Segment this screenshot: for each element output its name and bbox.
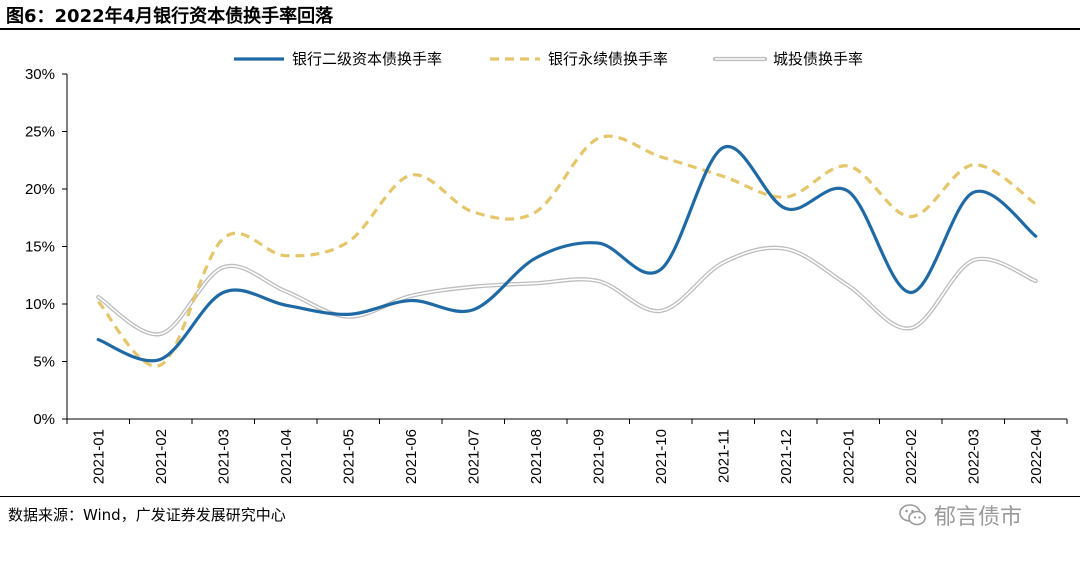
x-tick-label: 2021-11: [715, 429, 732, 483]
y-tick-label: 30%: [25, 66, 55, 83]
legend-item-1: 银行二级资本债换手率: [234, 50, 442, 68]
x-tick-label: 2021-05: [340, 429, 357, 484]
series-line: [97, 247, 1037, 335]
x-tick-label: 2021-01: [90, 429, 107, 484]
wechat-icon: [899, 504, 926, 526]
legend: 银行二级资本债换手率 银行永续债换手率 城投债换手率: [234, 50, 863, 68]
x-tick-label: 2021-06: [403, 429, 420, 484]
y-tick-label: 5%: [33, 354, 55, 371]
x-tick-label: 2021-08: [528, 429, 545, 484]
x-tick-label: 2022-03: [965, 429, 982, 484]
legend-label: 银行永续债换手率: [548, 50, 668, 68]
x-tick-label: 2022-01: [840, 429, 857, 484]
x-tick-label: 2022-02: [903, 429, 920, 484]
x-tick-label: 2021-04: [278, 429, 295, 484]
series-line: [97, 134, 1037, 368]
axes: 0% 5% 10% 15% 20% 25% 30% 2021-01 2021-02 2021-03…: [25, 66, 1068, 484]
legend-label: 城投债换手率: [773, 50, 863, 68]
x-tick-label: 2021-02: [153, 429, 170, 484]
x-tick-label: 2021-03: [215, 429, 232, 484]
series-1: [96, 144, 1038, 363]
y-tick-label: 20%: [25, 181, 55, 198]
series-3: [96, 245, 1038, 337]
legend-item-3: 城投债换手率: [712, 50, 863, 68]
legend-label: 银行二级资本债换手率: [292, 50, 442, 68]
series-line: [96, 144, 1038, 363]
title-divider: [0, 28, 1080, 30]
x-tick-label: 2022-04: [1028, 429, 1045, 484]
x-tick-label: 2021-09: [590, 429, 607, 484]
x-tick-label: 2021-12: [778, 429, 795, 484]
series-layer: [96, 134, 1038, 368]
x-tick-label: 2021-07: [465, 429, 482, 484]
series-2: [97, 134, 1037, 368]
source-note: 数据来源：Wind，广发证券发展研究中心: [8, 506, 286, 524]
line-chart: 银行二级资本债换手率 银行永续债换手率 城投债换手率 0% 5% 10% 15% 20% 25…: [25, 50, 1068, 484]
y-tick-label: 0%: [33, 411, 55, 428]
watermark-text: 郁言债市: [934, 505, 1023, 530]
y-tick-label: 10%: [25, 296, 55, 313]
footer-divider: [0, 496, 1080, 497]
page-title: 图6：2022年4月银行资本债换手率回落: [6, 6, 334, 27]
y-tick-label: 25%: [25, 124, 55, 141]
y-tick-label: 15%: [25, 239, 55, 256]
legend-item-2: 银行永续债换手率: [490, 50, 668, 68]
watermark: 郁言债市: [898, 498, 1022, 532]
x-tick-label: 2021-10: [653, 429, 670, 484]
